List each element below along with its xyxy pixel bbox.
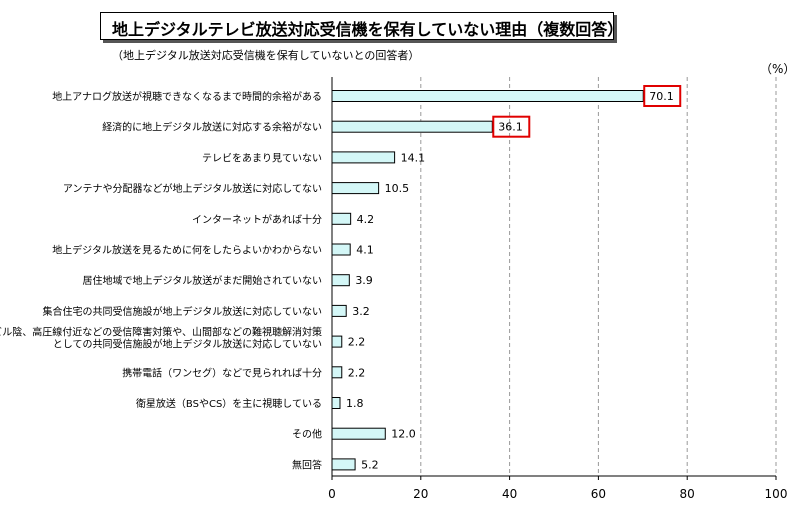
value-label-5: 4.1 <box>356 244 374 257</box>
bar-0 <box>331 90 644 102</box>
category-label-9: 携帯電話（ワンセグ）などで見られれば十分 <box>122 366 322 379</box>
bar-4 <box>331 212 352 225</box>
bar-10 <box>331 397 341 409</box>
x-tick-label-1: 20 <box>413 487 428 501</box>
x-tick-label-5: 100 <box>765 487 788 501</box>
bar-5 <box>331 243 351 256</box>
bar-6 <box>331 274 350 287</box>
category-label-4: インターネットがあれば十分 <box>192 213 322 226</box>
value-label-4: 4.2 <box>357 213 375 226</box>
category-label-0: 地上アナログ放送が視聴できなくなるまで時間的余裕がある <box>52 90 322 103</box>
value-label-0: 70.1 <box>649 90 674 103</box>
category-label-5: 地上デジタル放送を見るために何をしたらよいかわからない <box>52 244 322 257</box>
category-label-8-1: としての共同受信施設が地上デジタル放送に対応していない <box>53 338 322 351</box>
x-tick-label-2: 40 <box>502 487 517 501</box>
category-label-1: 経済的に地上デジタル放送に対応する余裕がない <box>102 121 322 134</box>
chart-subtitle: （地上デジタル放送対応受信機を保有していないとの回答者） <box>112 49 420 62</box>
bar-1 <box>331 120 493 133</box>
category-label-11: その他 <box>292 428 322 441</box>
value-highlight-1 <box>492 115 531 138</box>
value-label-6: 3.9 <box>355 274 373 287</box>
value-highlight-0 <box>643 85 682 107</box>
category-label-10: 衛星放送（BSやCS）を主に視聴している <box>136 397 322 410</box>
title-box <box>100 12 614 40</box>
x-tick-label-0: 0 <box>328 487 336 501</box>
category-label-6: 居住地域で地上デジタル放送がまだ開始されていない <box>83 274 323 287</box>
bar-8 <box>331 335 343 348</box>
value-label-9: 2.2 <box>348 366 366 379</box>
bar-3 <box>331 182 380 195</box>
x-tick-label-4: 80 <box>680 487 695 501</box>
bar-2 <box>331 151 396 164</box>
bar-12 <box>331 458 356 471</box>
value-label-10: 1.8 <box>346 397 364 410</box>
category-label-2: テレビをあまり見ていない <box>202 152 322 164</box>
chart-title: 地上デジタルテレビ放送対応受信機を保有していない理由（複数回答） <box>112 20 624 39</box>
value-label-2: 14.1 <box>401 151 426 164</box>
category-label-8-0: ビル陰、高圧線付近などの受信障害対策や、山間部などの難視聴解消対策 <box>0 326 322 339</box>
bar-9 <box>331 366 343 379</box>
category-label-7: 集合住宅の共同受信施設が地上デジタル放送に対応していない <box>43 305 323 318</box>
value-label-12: 5.2 <box>361 458 379 471</box>
value-label-8: 2.2 <box>348 336 366 349</box>
value-label-11: 12.0 <box>391 428 416 441</box>
category-label-3: アンテナや分配器などが地上デジタル放送に対応してない <box>63 182 322 195</box>
value-label-7: 3.2 <box>352 305 370 318</box>
bar-7 <box>331 304 347 317</box>
value-label-1: 36.1 <box>498 121 523 134</box>
unit-label: （%） <box>760 62 796 76</box>
bar-11 <box>331 427 386 440</box>
x-tick-label-3: 60 <box>591 487 606 501</box>
category-label-12: 無回答 <box>292 458 322 471</box>
value-label-3: 10.5 <box>385 182 410 195</box>
